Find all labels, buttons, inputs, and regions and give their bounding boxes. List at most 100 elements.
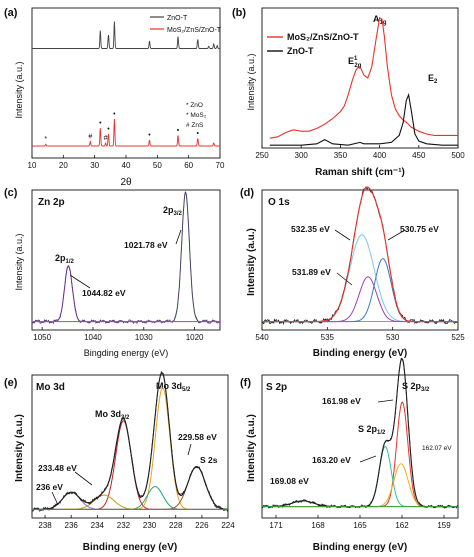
xtick-label-d-0: 540 bbox=[255, 333, 269, 342]
panel-e-xlabel: Binding energy (eV) bbox=[83, 542, 177, 553]
arrow-f-1 bbox=[377, 399, 394, 403]
xps-envelope-d bbox=[262, 186, 458, 323]
panel-d-frame bbox=[261, 189, 459, 331]
xtick-label-a-3: 40 bbox=[122, 161, 131, 170]
panel-a-tag: (a) bbox=[4, 7, 18, 19]
xrd-line-1 bbox=[32, 118, 220, 147]
arrow-c-2 bbox=[69, 274, 91, 289]
xtick-label-f-0: 171 bbox=[269, 521, 283, 530]
panel-c-tag: (c) bbox=[4, 187, 18, 199]
xtick-label-f-4: 159 bbox=[437, 521, 451, 530]
legend-a2-mos2: * MoS₂ bbox=[186, 112, 207, 119]
xps-fit-c-1 bbox=[32, 264, 220, 323]
xtick-label-c-0: 1050 bbox=[33, 333, 51, 342]
panel-e-ylabel: Intensity (a.u.) bbox=[14, 414, 25, 482]
xtick-label-e-1: 236 bbox=[65, 521, 79, 530]
xtick-label-f-3: 162 bbox=[395, 521, 409, 530]
xtick-label-e-5: 228 bbox=[169, 521, 183, 530]
xrd-marker-7: • bbox=[177, 128, 180, 135]
legend-a2-zns: # ZnS bbox=[186, 122, 204, 129]
panel-d-xlabel: Binding energy (eV) bbox=[313, 348, 407, 359]
panel-d-ylabel: Intensity (a.u.) bbox=[246, 228, 257, 296]
arrow-e-2 bbox=[74, 471, 93, 486]
panel-a-ylabel: Intensity (a.u.) bbox=[14, 61, 24, 118]
xps-fit-d-1 bbox=[262, 276, 458, 323]
s-162-07-label: 162.07 eV bbox=[422, 445, 452, 452]
zn-1044-label: 1044.82 eV bbox=[82, 288, 126, 298]
arrow-f-2 bbox=[359, 455, 377, 463]
plot-layer: 10 20 30 40 50 60 70* #•#•••• •250 300 350 400 450 50… bbox=[28, 16, 465, 530]
xtick-label-d-3: 525 bbox=[451, 333, 465, 342]
xtick-label-b-0: 250 bbox=[255, 151, 269, 160]
xrd-marker-2: • bbox=[99, 120, 102, 127]
panel-c-label: Zn 2p bbox=[38, 197, 65, 208]
xtick-label-d-1: 535 bbox=[321, 333, 335, 342]
raman-line-1 bbox=[269, 92, 458, 146]
xrd-line-0 bbox=[32, 21, 220, 49]
panel-f-ylabel: Intensity (a.u.) bbox=[246, 414, 257, 482]
xtick-label-f-1: 168 bbox=[311, 521, 325, 530]
s-2p12-label: S 2p1/2 bbox=[358, 424, 386, 436]
xps-raw-d bbox=[261, 186, 459, 326]
xtick-label-b-2: 350 bbox=[334, 151, 348, 160]
panel-b-frame bbox=[261, 7, 459, 149]
xrd-marker-8: • bbox=[197, 131, 200, 138]
xps-fit-f-0 bbox=[262, 401, 458, 508]
xtick-label-e-7: 224 bbox=[221, 521, 235, 530]
legend-a-label-2: MoS₂/ZnS/ZnO-T bbox=[167, 27, 222, 34]
panel-f-label: S 2p bbox=[266, 382, 287, 393]
legend-b-label-2: ZnO-T bbox=[287, 46, 314, 56]
panel-b-ylabel: Intensity (a.u.) bbox=[246, 53, 256, 110]
xtick-label-a-2: 30 bbox=[90, 161, 99, 170]
panel-f-xlabel: Binding energy (eV) bbox=[313, 542, 407, 553]
mo-236-label: 236 eV bbox=[36, 482, 63, 492]
xtick-label-b-3: 400 bbox=[373, 151, 387, 160]
xtick-label-a-5: 60 bbox=[184, 161, 193, 170]
xtick-label-b-1: 300 bbox=[295, 151, 309, 160]
xrd-marker-5: • bbox=[113, 111, 116, 118]
arrow-e-3 bbox=[51, 491, 59, 506]
raman-a1g-label: A1g bbox=[373, 14, 387, 26]
xps-fit-d-0 bbox=[262, 234, 458, 323]
arrow-d-3 bbox=[336, 272, 353, 286]
mo-229-58-label: 229.58 eV bbox=[178, 432, 217, 442]
arrow-e-1 bbox=[187, 443, 192, 456]
xrd-marker-6: • bbox=[148, 132, 151, 139]
xtick-label-c-1: 1040 bbox=[84, 333, 102, 342]
panel-c-ylabel: Intensity (a.u.) bbox=[14, 233, 24, 290]
zn-1021-label: 1021.78 eV bbox=[124, 240, 168, 250]
raman-line-0 bbox=[269, 16, 458, 139]
legend-b-label-1: MoS₂/ZnS/ZnO-T bbox=[287, 32, 359, 42]
panel-b-xlabel: Raman shift (cm⁻¹) bbox=[315, 167, 405, 178]
xrd-marker-1: # bbox=[88, 134, 92, 141]
xps-raw-c bbox=[31, 191, 221, 325]
panel-f-tag: (f) bbox=[240, 377, 251, 389]
xtick-label-a-4: 50 bbox=[153, 161, 162, 170]
panel-d-tag: (d) bbox=[240, 187, 254, 199]
xtick-label-d-2: 530 bbox=[386, 333, 400, 342]
xps-envelope-e bbox=[32, 372, 228, 510]
legend-a-label-1: ZnO-T bbox=[167, 15, 188, 22]
xtick-label-b-4: 450 bbox=[412, 151, 426, 160]
s-161-98-label: 161.98 eV bbox=[322, 396, 361, 406]
panel-c-frame bbox=[31, 189, 221, 331]
xtick-label-e-4: 230 bbox=[143, 521, 157, 530]
arrow-d-2 bbox=[387, 229, 406, 241]
xtick-label-e-6: 226 bbox=[195, 521, 209, 530]
raman-e2-label: E2 bbox=[428, 73, 438, 85]
s2s-label: S 2s bbox=[200, 455, 218, 465]
zn-2p32-label: 2p3/2 bbox=[163, 205, 183, 217]
panel-b-tag: (b) bbox=[232, 7, 246, 19]
xtick-label-e-3: 232 bbox=[117, 521, 131, 530]
xrd-marker-4: • bbox=[107, 126, 110, 133]
xtick-label-a-1: 20 bbox=[59, 161, 68, 170]
xps-fit-e-3 bbox=[32, 494, 228, 510]
xtick-label-f-2: 165 bbox=[353, 521, 367, 530]
xrd-marker-3: # bbox=[104, 135, 108, 142]
panel-e-label: Mo 3d bbox=[36, 382, 65, 393]
xtick-label-c-3: 1020 bbox=[186, 333, 204, 342]
mo-233-48-label: 233.48 eV bbox=[38, 463, 77, 473]
xtick-label-b-5: 500 bbox=[451, 151, 465, 160]
xtick-label-a-6: 70 bbox=[216, 161, 225, 170]
